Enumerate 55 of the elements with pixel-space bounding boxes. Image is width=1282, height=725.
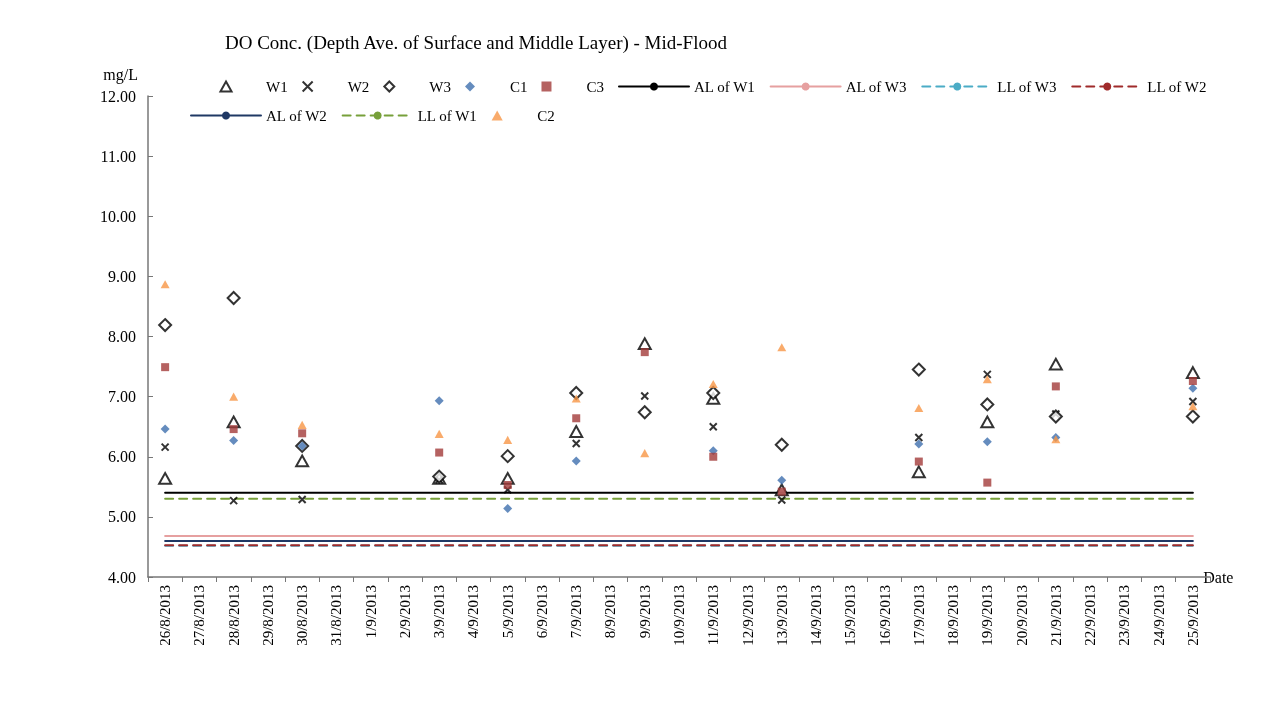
legend-label: C3 [586, 78, 604, 95]
y-tick-label: 6.00 [108, 448, 136, 466]
x-tick-label: 16/9/2013 [876, 585, 893, 646]
x-tick-label: 31/8/2013 [328, 585, 345, 646]
x-tick-label: 18/9/2013 [945, 585, 962, 646]
y-tick-label: 4.00 [108, 568, 136, 586]
x-tick-label: 9/9/2013 [636, 585, 653, 639]
x-tick-label: 19/9/2013 [979, 585, 996, 646]
x-tick-label: 27/8/2013 [191, 585, 208, 646]
x-tick-label: 21/9/2013 [1047, 585, 1064, 646]
y-axis-title: mg/L [103, 65, 138, 84]
y-tick-label: 10.00 [100, 207, 136, 225]
legend-label: W3 [429, 78, 451, 95]
x-tick-label: 29/8/2013 [259, 585, 276, 646]
x-tick-label: 11/9/2013 [705, 585, 722, 646]
y-tick-label: 8.00 [108, 328, 136, 345]
x-axis-title: Date [1203, 568, 1234, 586]
legend-label: AL of W3 [845, 78, 907, 95]
x-tick-label: 20/9/2013 [1013, 585, 1030, 646]
x-tick-label: 24/9/2013 [1150, 585, 1167, 646]
x-tick-label: 1/9/2013 [362, 585, 379, 639]
x-tick-label: 5/9/2013 [499, 585, 516, 639]
legend-label: LL of W1 [417, 107, 477, 124]
legend-label: C1 [509, 78, 528, 95]
x-tick-label: 26/8/2013 [157, 585, 174, 646]
y-tick-label: 12.00 [100, 87, 136, 105]
x-tick-label: 14/9/2013 [808, 585, 825, 646]
x-tick-label: 30/8/2013 [294, 585, 311, 646]
y-tick-label: 5.00 [108, 508, 136, 526]
legend-label: AL of W2 [266, 107, 327, 124]
legend-label: LL of W3 [997, 78, 1057, 95]
x-tick-label: 23/9/2013 [1116, 585, 1133, 646]
y-tick-label: 9.00 [108, 267, 136, 285]
legend-label: AL of W1 [693, 78, 755, 95]
x-tick-label: 3/9/2013 [431, 585, 448, 639]
y-tick-label: 7.00 [108, 388, 136, 406]
legend-label: C2 [537, 107, 555, 124]
x-tick-label: 22/9/2013 [1082, 585, 1099, 646]
legend-label: W1 [266, 78, 288, 95]
x-tick-label: 15/9/2013 [842, 585, 859, 646]
legend-label: LL of W2 [1147, 78, 1207, 95]
x-tick-label: 4/9/2013 [465, 585, 482, 639]
x-tick-label: 6/9/2013 [533, 585, 550, 639]
x-tick-label: 8/9/2013 [602, 585, 619, 639]
x-tick-label: 28/8/2013 [225, 585, 242, 646]
legend-label: W2 [347, 78, 370, 95]
y-tick-label: 11.00 [100, 147, 136, 165]
x-tick-label: 10/9/2013 [671, 585, 687, 646]
x-tick-label: 12/9/2013 [739, 585, 756, 646]
x-tick-label: 2/9/2013 [396, 585, 413, 639]
x-tick-label: 7/9/2013 [568, 585, 585, 639]
x-tick-label: 25/9/2013 [1184, 585, 1201, 646]
chart-title: DO Conc. (Depth Ave. of Surface and Middle Layer) - Mid-Flood [225, 32, 728, 54]
x-tick-label: 17/9/2013 [910, 585, 927, 646]
x-tick-label: 13/9/2013 [773, 585, 790, 646]
